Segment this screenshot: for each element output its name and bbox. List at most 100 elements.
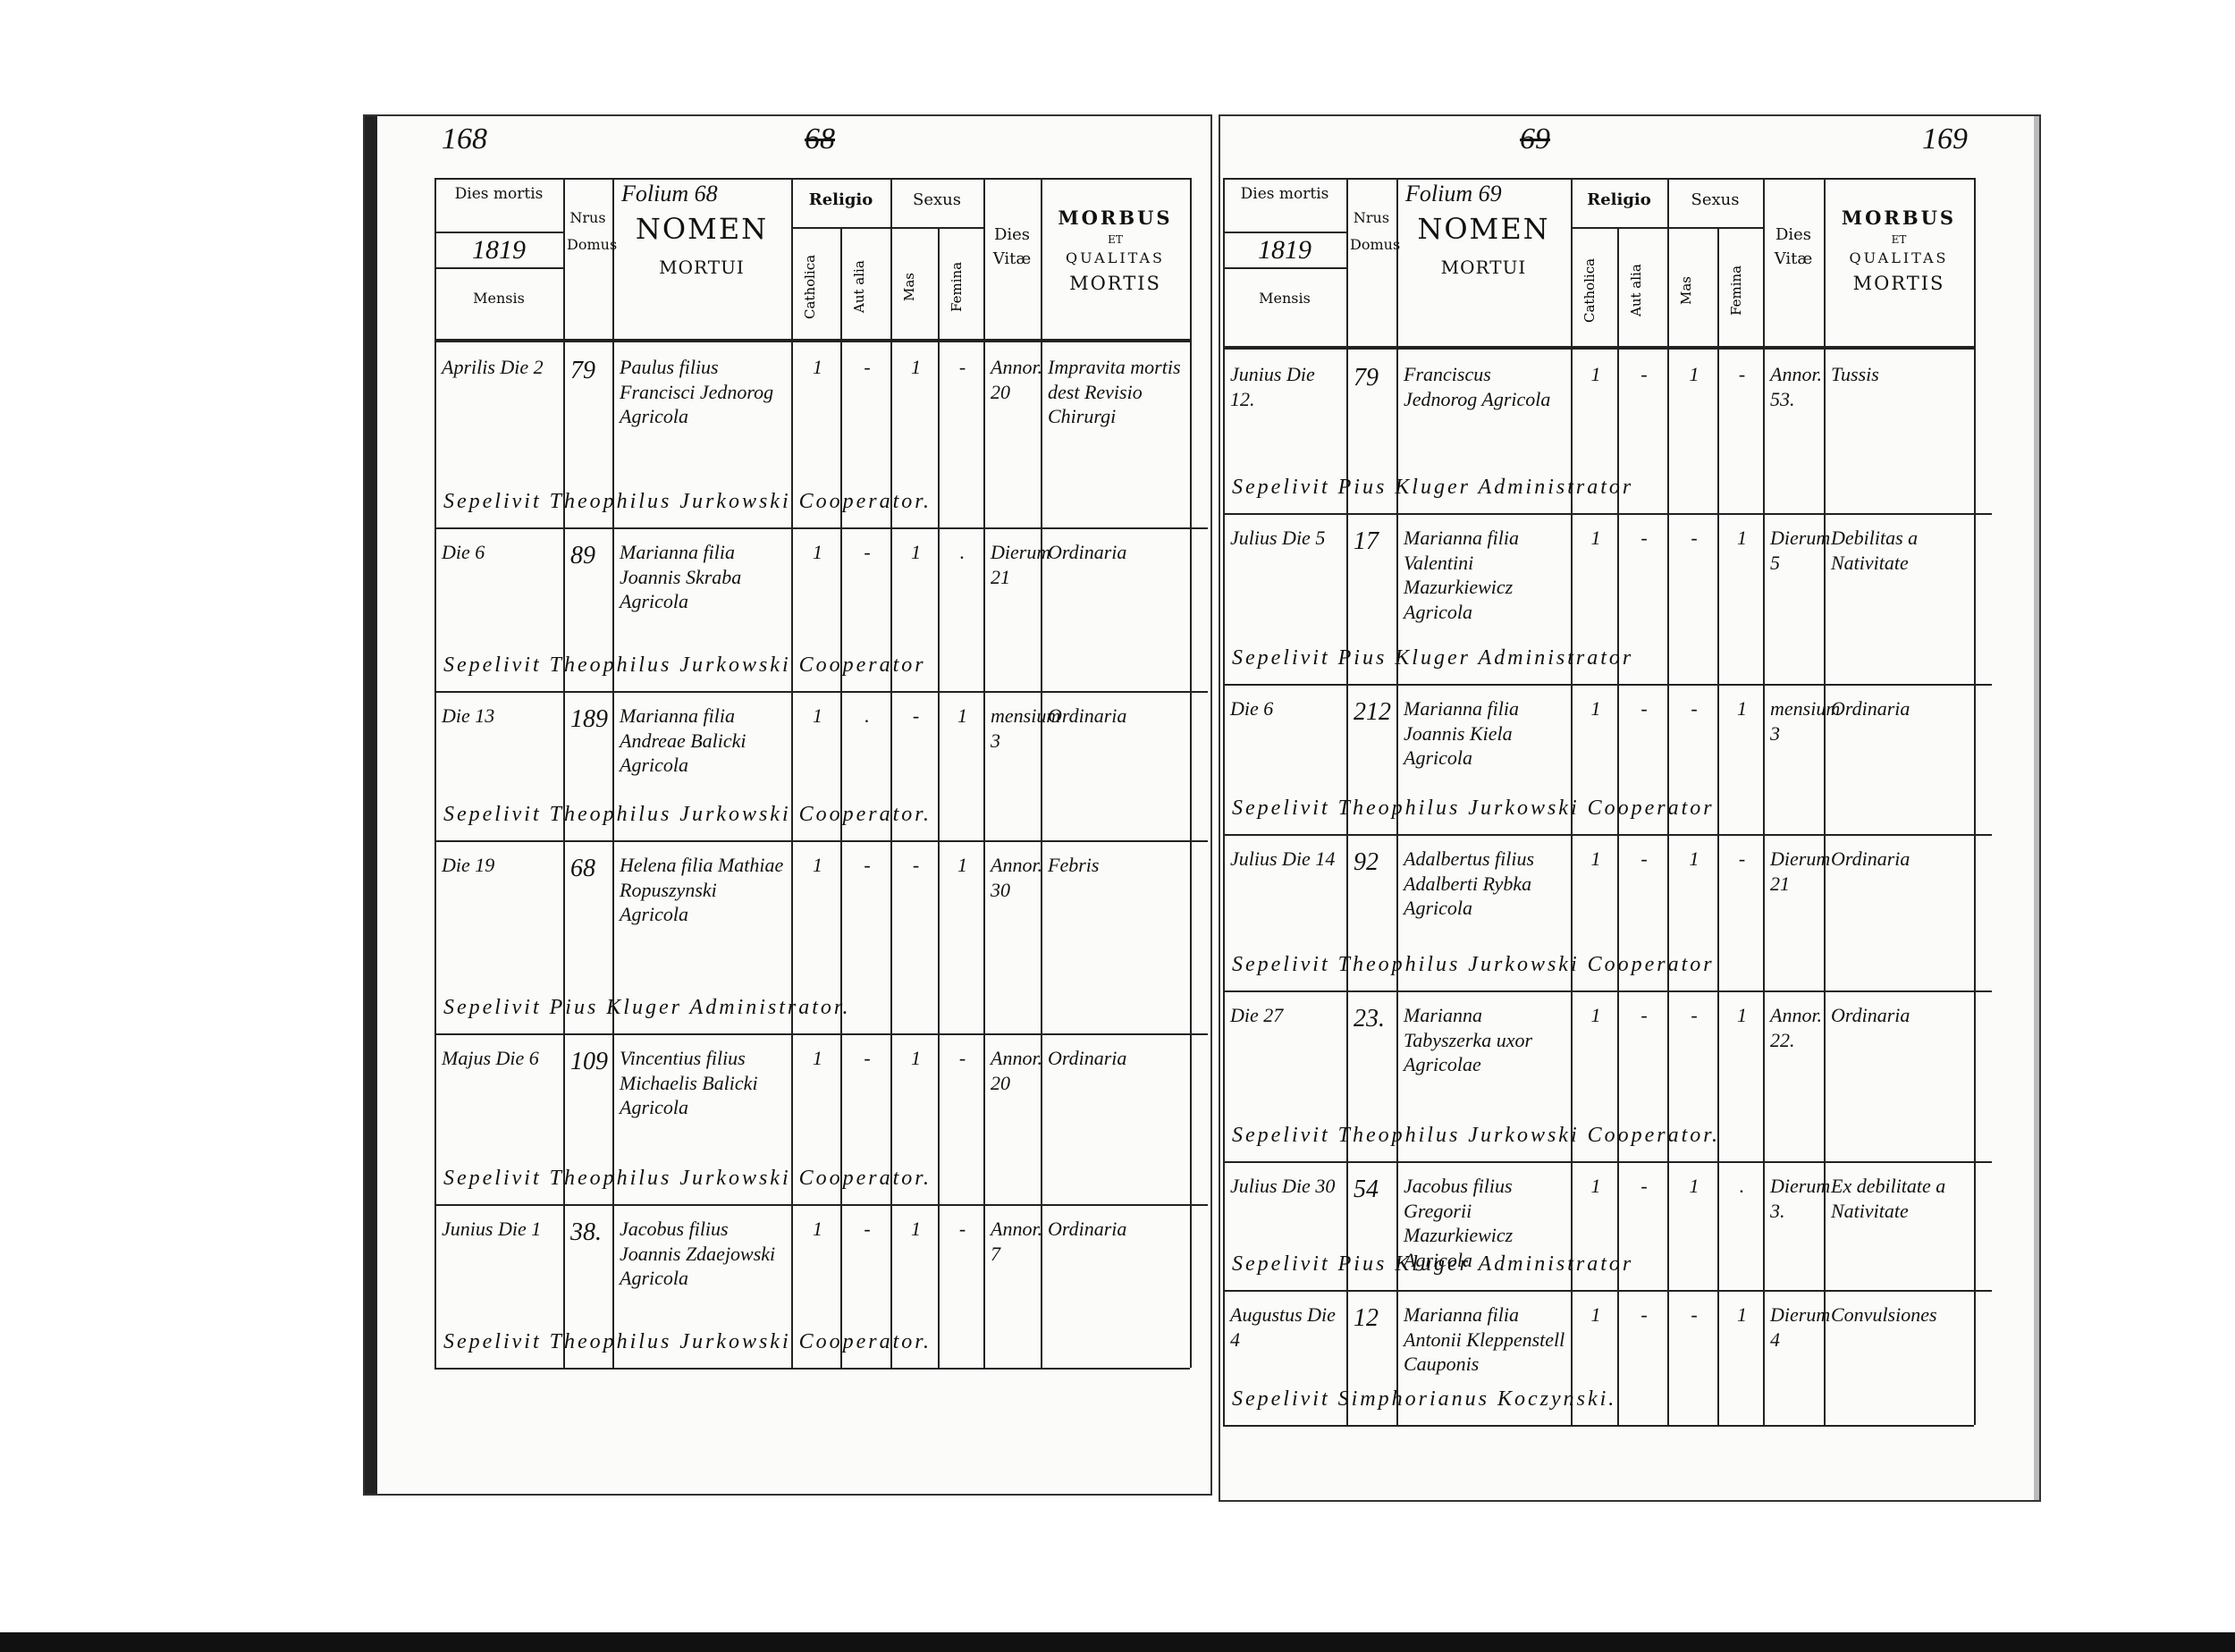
header-et: ET [1108,233,1123,246]
header-sexus: Sexus [913,190,961,209]
entry-aut-alia: - [864,356,871,378]
entry-aut-alia: - [864,854,871,876]
entry-date: Julius Die 14 [1230,847,1336,870]
entry-date: Majus Die 6 [442,1047,539,1069]
entry-morbus: Febris [1048,854,1100,876]
entry-femina: 1 [1737,527,1747,549]
entry-morbus: Ex debilitate a Nativitate [1831,1175,1946,1222]
entry-mas: 1 [911,1218,921,1240]
entry-mas: - [1691,527,1698,549]
entry-catholica: 1 [813,854,822,876]
entry-aut-alia: - [1640,1303,1648,1326]
entry-name: Marianna filia Valentini Mazurkiewicz Ag… [1404,527,1519,623]
entry-sepelivit: Sepelivit Theophilus Jurkowski Cooperato… [1232,796,1715,820]
entry-morbus: Ordinaria [1831,697,1910,720]
entry-aut-alia: - [1640,1175,1648,1197]
entry-sepelivit: Sepelivit Theophilus Jurkowski Cooperato… [1232,953,1715,976]
entry-house: 12 [1354,1304,1379,1332]
entry-morbus: Convulsiones [1831,1303,1937,1326]
column-line [1223,178,1225,1425]
entry-house: 189 [570,705,608,733]
header-mortui: MORTUI [1440,257,1527,278]
entry-aut-alia: - [1640,847,1648,870]
header-nomen: NOMEN [635,212,769,246]
header-mortui: MORTUI [659,257,745,278]
entry-name: Franciscus Jednorog Agricola [1404,363,1551,410]
entry-catholica: 1 [1590,1004,1601,1026]
page-number: 169 [1922,122,1968,156]
header-religio: Religio [808,190,873,209]
header-aut_alia: Aut alia [1628,264,1644,317]
entry-name: Vincentius filius Michaelis Balicki Agri… [620,1047,758,1118]
column-line [840,227,842,1368]
header-morbus: MORBUS [1841,206,1957,229]
entry-age: Dierum 4 [1770,1303,1831,1351]
entry-sepelivit: Sepelivit Theophilus Jurkowski Cooperato… [443,653,926,677]
entry-catholica: 1 [1590,527,1601,549]
book-page [363,114,1212,1496]
entry-femina: - [1738,847,1746,870]
entry-aut-alia: - [864,1218,871,1240]
entry-date: Aprilis Die 2 [442,356,544,378]
entry-mas: - [1691,1004,1698,1026]
entry-catholica: 1 [1590,847,1601,870]
entry-catholica: 1 [813,704,822,727]
entry-name: Paulus filius Francisci Jednorog Agricol… [620,356,774,427]
row-line [1223,1161,1992,1163]
row-line [434,1033,1208,1035]
entry-age: Dierum 21 [1770,847,1831,895]
entry-name: Jacobus filius Gregorii Mazurkiewicz Agr… [1404,1175,1514,1271]
header-catholica: Catholica [1581,257,1598,324]
entry-sepelivit: Sepelivit Theophilus Jurkowski Cooperato… [443,803,932,826]
entry-date: Die 19 [442,854,495,876]
entry-house: 109 [570,1048,608,1075]
entry-age: Annor. 7 [991,1218,1043,1265]
header-aut_alia: Aut alia [851,260,867,314]
header-nomen: NOMEN [1417,212,1550,246]
row-line [1223,513,1992,515]
entry-age: Annor. 53. [1770,363,1823,410]
header-qualitas: QUALITAS [1849,249,1949,266]
column-line [1824,178,1826,1425]
entry-morbus: Ordinaria [1831,847,1910,870]
entry-mas: 1 [911,356,921,378]
entry-aut-alia: - [1640,527,1648,549]
subheader-line [791,227,983,229]
column-line [1346,178,1348,1425]
entry-aut-alia: - [864,541,871,563]
row-line [1223,990,1992,992]
entry-catholica: 1 [1590,363,1601,385]
entry-aut-alia: - [864,1047,871,1069]
book-page [1219,114,2041,1502]
entry-morbus: Ordinaria [1048,704,1127,727]
entry-femina: - [958,1047,966,1069]
entry-age: Dierum 5 [1770,527,1831,574]
entry-sepelivit: Sepelivit Pius Kluger Administrator [1232,476,1634,499]
entry-mas: 1 [1689,1175,1699,1197]
entry-aut-alia: - [1640,697,1648,720]
column-line [1763,178,1765,1425]
column-line [938,227,940,1368]
column-line [1041,178,1042,1368]
entry-age: Dierum 21 [991,541,1051,588]
entry-mas: 1 [1689,363,1699,385]
entry-femina: - [958,1218,966,1240]
header-dies-mortis: Dies mortis [454,185,544,203]
entry-catholica: 1 [813,541,822,563]
row-line [434,527,1208,529]
header-et: ET [1891,233,1907,246]
header-year: 1819 [434,232,563,269]
column-line [890,178,892,1368]
entry-date: Die 6 [1230,697,1274,720]
column-line [1190,178,1192,1368]
entry-sepelivit: Sepelivit Simphorianus Koczynski. [1232,1387,1617,1411]
entry-catholica: 1 [1590,1175,1601,1197]
column-line [791,178,793,1368]
entry-catholica: 1 [813,356,822,378]
entry-age: Annor. 20 [991,1047,1043,1094]
entry-name: Marianna Tabyszerka uxor Agricolae [1404,1004,1533,1075]
entry-house: 38. [570,1218,602,1246]
entry-mas: - [912,854,920,876]
entry-age: mensium 3 [1770,697,1841,745]
